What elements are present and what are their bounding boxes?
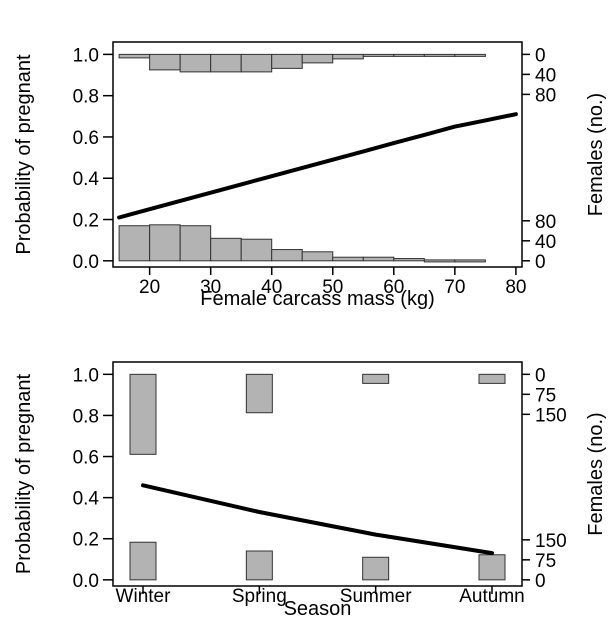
y-tick-label: 0.4: [73, 489, 100, 510]
right-tick-label-bottom: 150: [535, 531, 567, 552]
right-tick-label-top: 75: [535, 385, 556, 406]
y-tick-label: 0.8: [73, 87, 99, 108]
y-axis-title: Probability of pregnant: [13, 54, 35, 255]
hist-bar-not-pregnant: [271, 249, 303, 262]
y-tick-label: 0.6: [73, 128, 99, 149]
hist-bar-pregnant: [362, 53, 395, 57]
hist-bar-not-pregnant: [210, 237, 242, 262]
x-tick-label: 30: [200, 277, 221, 298]
y2-axis-title: Females (no.): [585, 412, 607, 535]
hist-bar-pregnant: [423, 53, 456, 57]
hist-bar-not-pregnant: [362, 256, 395, 262]
y-tick-label: 0.2: [73, 530, 99, 551]
hist-bar-not-pregnant: [129, 541, 157, 581]
hist-bar-pregnant: [129, 373, 157, 455]
right-tick-label-bottom: 0: [535, 571, 546, 592]
hist-bar-pregnant: [245, 373, 273, 414]
y-tick-label: 1.0: [73, 45, 99, 66]
hist-bar-not-pregnant: [179, 225, 212, 262]
hist-bar-pregnant: [149, 53, 181, 71]
y-axis-title: Probability of pregnant: [13, 374, 35, 575]
hist-bar-pregnant: [362, 373, 390, 384]
hist-bar-not-pregnant: [362, 556, 390, 581]
y-tick-label: 0.4: [73, 169, 100, 190]
right-tick-label-top: 0: [535, 365, 546, 386]
hist-bar-pregnant: [179, 53, 212, 73]
hist-bar-not-pregnant: [423, 259, 456, 263]
y2-axis-title: Females (no.): [585, 93, 607, 216]
hist-bar-pregnant: [118, 53, 151, 59]
x-tick-label: 80: [505, 277, 526, 298]
x-axis-title: Season: [284, 598, 352, 620]
y-tick-label: 0.6: [73, 448, 99, 469]
right-tick-label-bottom: 80: [535, 212, 556, 233]
y-tick-label: 0.2: [73, 211, 99, 232]
right-tick-label-bottom: 0: [535, 252, 546, 273]
plot-frame: [112, 41, 523, 268]
right-tick-label-top: 0: [535, 45, 546, 66]
plot-frame: [112, 361, 523, 587]
x-tick-label: 60: [383, 277, 404, 298]
x-axis-title: Female carcass mass (kg): [200, 288, 435, 310]
x-tick-label: Autumn: [459, 586, 524, 607]
x-tick-label: 50: [322, 277, 343, 298]
hist-bar-not-pregnant: [454, 259, 486, 263]
right-tick-label-top: 150: [535, 405, 567, 426]
fitted-line: [141, 483, 494, 556]
panel-mass: 0.00.20.40.60.81.020 30 40 50 60 70 8004080804…: [13, 41, 607, 310]
hist-bar-pregnant: [271, 53, 303, 69]
hist-bar-not-pregnant: [149, 224, 181, 262]
hist-bar-not-pregnant: [118, 225, 151, 262]
y-tick-label: 0.8: [73, 406, 99, 427]
hist-bar-pregnant: [301, 53, 334, 64]
x-tick-label: 70: [444, 277, 465, 298]
right-tick-label-bottom: 40: [535, 232, 556, 253]
hist-bar-not-pregnant: [301, 251, 334, 262]
right-tick-label-top: 40: [535, 65, 556, 86]
hist-bar-not-pregnant: [332, 256, 364, 262]
hist-bar-pregnant: [393, 53, 425, 57]
hist-bar-not-pregnant: [393, 258, 425, 262]
hist-bar-pregnant: [210, 53, 242, 73]
x-tick-label: 40: [261, 277, 282, 298]
hist-bar-not-pregnant: [245, 550, 273, 581]
hist-bar-pregnant: [454, 53, 486, 57]
x-tick-label: Spring: [232, 586, 287, 607]
hist-bar-pregnant: [240, 53, 273, 73]
hist-bar-not-pregnant: [240, 238, 273, 262]
x-tick-label: Winter: [116, 586, 172, 607]
right-tick-label-bottom: 75: [535, 551, 556, 572]
y-tick-label: 0.0: [73, 252, 99, 273]
hist-bar-pregnant: [332, 53, 364, 60]
fitted-line: [117, 112, 518, 220]
y-tick-label: 0.0: [73, 571, 99, 592]
x-tick-label: Summer: [340, 586, 412, 607]
x-tick-label: 20: [139, 277, 160, 298]
hist-bar-pregnant: [478, 373, 506, 384]
panel-season: 0.0 0.2 0.4 0.6 0.8 1.0 Winter Spring Summer Autu…: [13, 361, 607, 620]
right-tick-label-top: 80: [535, 85, 556, 106]
y-tick-label: 1.0: [73, 365, 99, 386]
hist-bar-not-pregnant: [478, 554, 506, 581]
